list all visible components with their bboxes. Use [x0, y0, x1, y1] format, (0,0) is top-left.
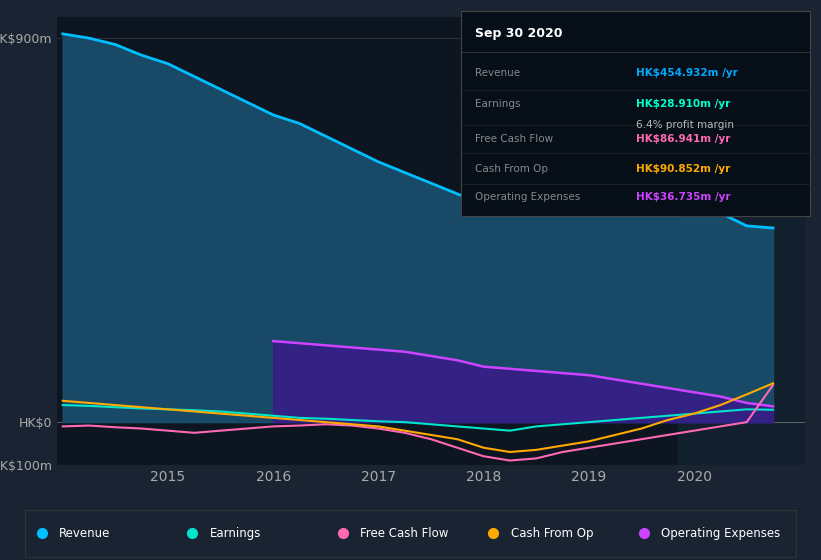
Text: HK$454.932m /yr: HK$454.932m /yr	[636, 68, 737, 77]
Text: 6.4% profit margin: 6.4% profit margin	[636, 120, 734, 130]
Text: HK$28.910m /yr: HK$28.910m /yr	[636, 99, 730, 109]
Text: Operating Expenses: Operating Expenses	[475, 192, 580, 202]
Text: Cash From Op: Cash From Op	[511, 527, 594, 540]
Text: Sep 30 2020: Sep 30 2020	[475, 26, 563, 40]
Text: Revenue: Revenue	[475, 68, 521, 77]
Text: Free Cash Flow: Free Cash Flow	[360, 527, 449, 540]
Text: HK$90.852m /yr: HK$90.852m /yr	[636, 164, 730, 174]
Text: Revenue: Revenue	[59, 527, 111, 540]
Text: HK$36.735m /yr: HK$36.735m /yr	[636, 192, 731, 202]
Text: Earnings: Earnings	[475, 99, 521, 109]
Bar	[678, 17, 805, 465]
Text: Cash From Op: Cash From Op	[475, 164, 548, 174]
Text: Operating Expenses: Operating Expenses	[662, 527, 781, 540]
Text: Free Cash Flow: Free Cash Flow	[475, 134, 553, 144]
Text: Earnings: Earnings	[210, 527, 261, 540]
Text: HK$86.941m /yr: HK$86.941m /yr	[636, 134, 730, 144]
